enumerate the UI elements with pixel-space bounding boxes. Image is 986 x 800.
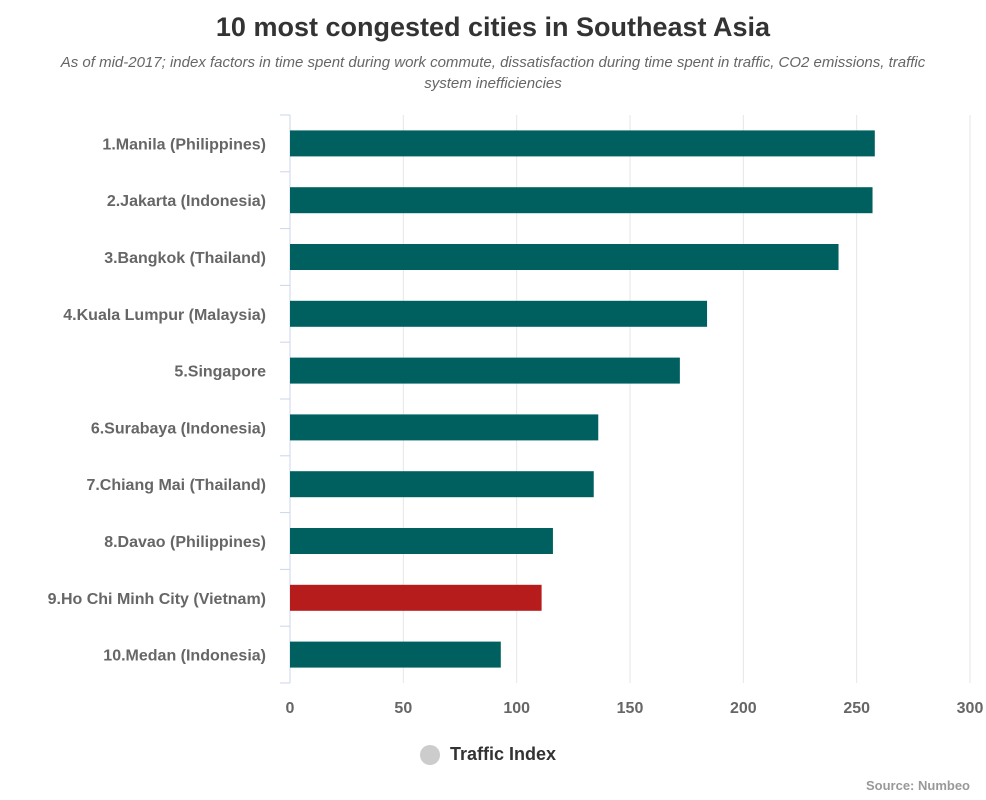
bar [290,641,501,668]
bar [290,130,875,157]
bar [290,357,680,384]
bar [290,584,542,611]
chart-title: 10 most congested cities in Southeast As… [215,12,771,42]
bar [290,414,599,441]
chart-subtitle: As of mid-2017; index factors in time sp… [60,54,926,92]
category-label: 8.Davao (Philippines) [104,534,266,551]
x-tick-label: 150 [617,700,644,717]
legend[interactable]: Traffic Index [420,744,556,765]
category-label: 10.Medan (Indonesia) [103,648,266,665]
x-tick-label: 50 [394,700,412,717]
category-label: 5.Singapore [174,364,266,381]
category-label: 1.Manila (Philippines) [102,136,266,153]
category-label: 9.Ho Chi Minh City (Vietnam) [48,591,266,608]
x-tick-label: 100 [503,700,530,717]
legend-marker-icon [420,744,440,765]
bar [290,528,553,554]
x-tick-label: 300 [957,700,984,717]
category-label: 6.Surabaya (Indonesia) [91,420,266,437]
source-credit: Source: Numbeo [865,778,970,793]
x-tick-label: 250 [843,700,870,717]
category-label: 4.Kuala Lumpur (Malaysia) [63,307,266,324]
bar [290,300,708,327]
x-tick-label: 200 [730,700,757,717]
bar [290,187,873,214]
category-label: 2.Jakarta (Indonesia) [107,193,266,210]
category-label: 7.Chiang Mai (Thailand) [86,477,266,494]
x-tick-label: 0 [286,700,295,717]
bar [290,471,594,498]
bar [290,244,839,270]
legend-label: Traffic Index [450,744,557,764]
category-label: 3.Bangkok (Thailand) [104,250,266,267]
